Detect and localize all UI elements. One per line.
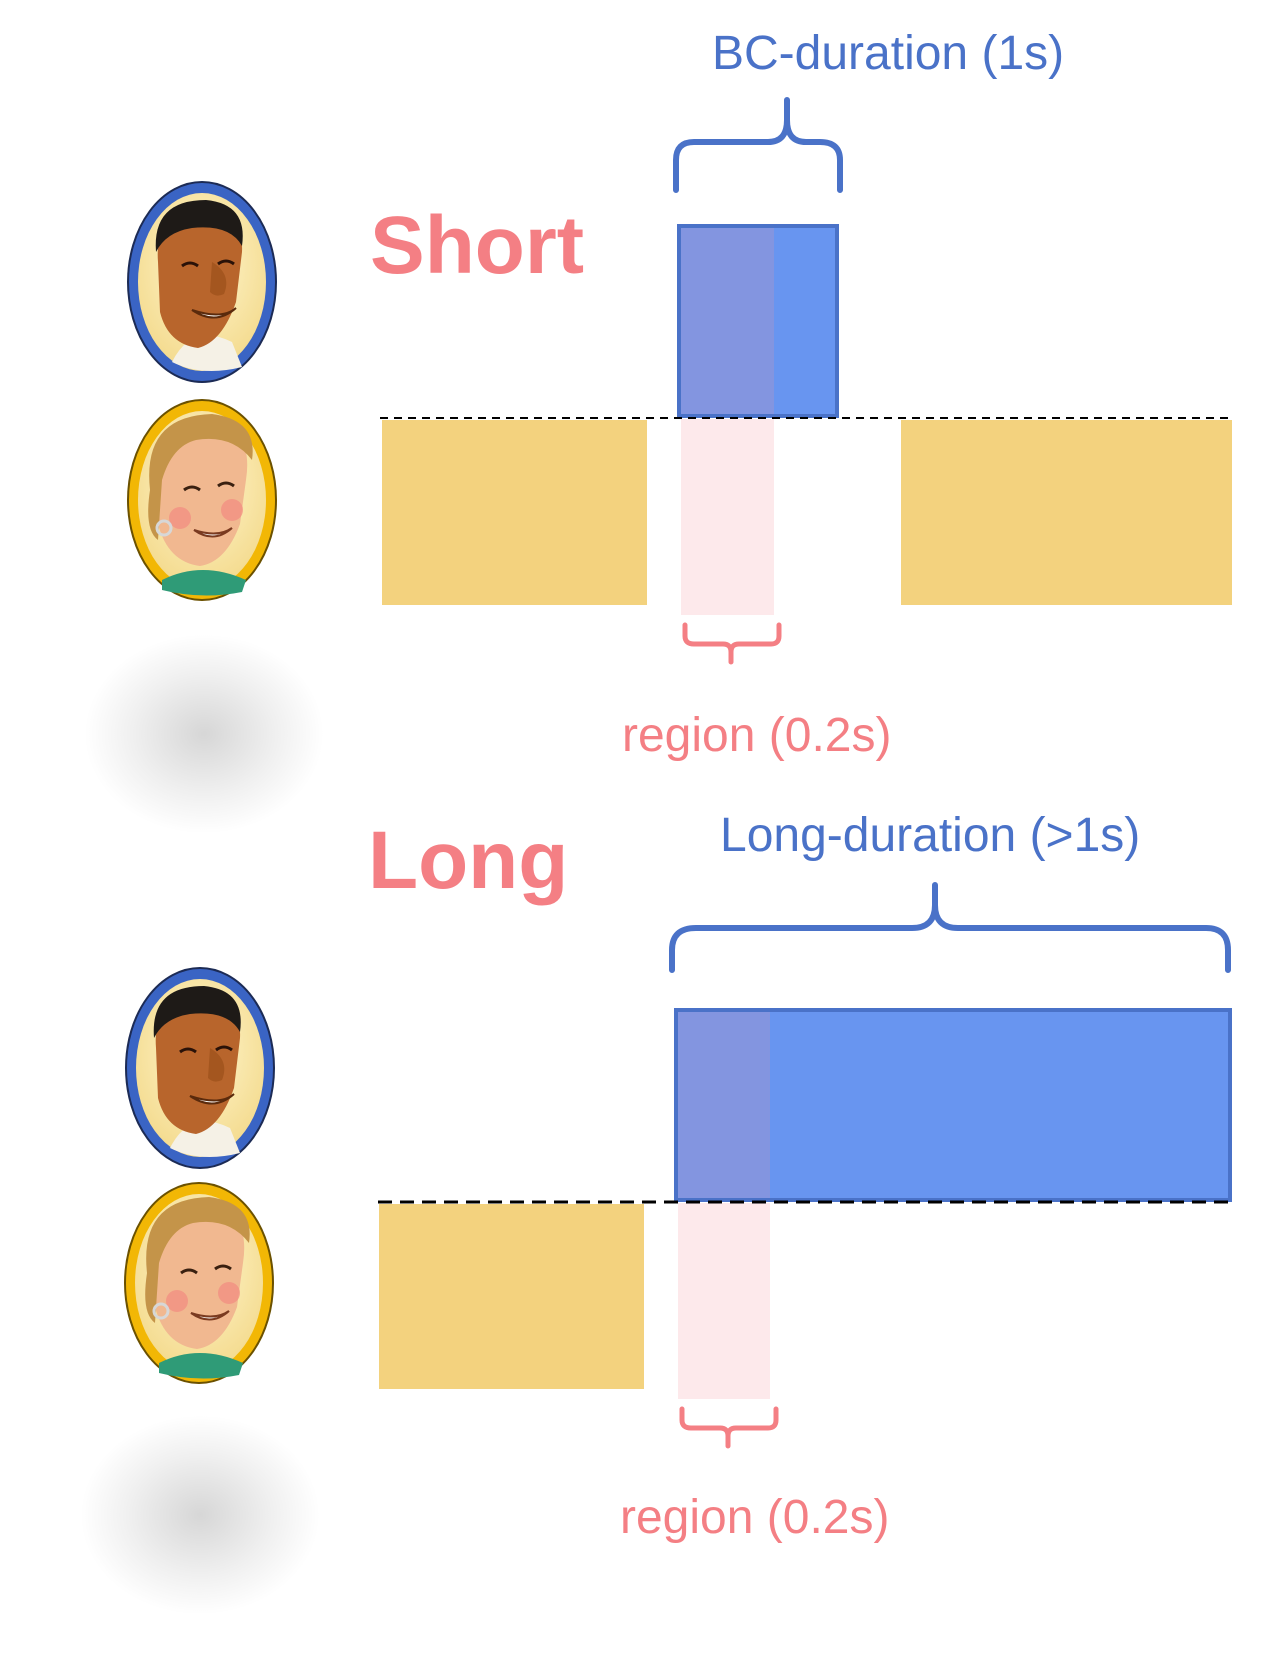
short-region-label: region (0.2s) xyxy=(622,709,892,762)
short-speech-after xyxy=(901,420,1232,605)
short-bc-brace xyxy=(673,97,843,193)
long-title: Long xyxy=(368,815,569,906)
long-bc-brace xyxy=(669,882,1231,973)
long-region-label: region (0.2s) xyxy=(620,1491,890,1544)
avatar-male xyxy=(125,967,275,1169)
avatar-female xyxy=(124,1182,274,1384)
avatar-male xyxy=(127,181,277,383)
short-speech-before xyxy=(382,420,647,605)
short-title: Short xyxy=(370,200,585,291)
short-region-band xyxy=(681,419,774,615)
long-region-band xyxy=(678,1203,770,1399)
long-bc-label: Long-duration (>1s) xyxy=(720,809,1141,862)
avatar-shadow xyxy=(84,634,324,834)
short-panel xyxy=(380,97,1232,665)
long-speech-before xyxy=(379,1204,644,1389)
long-bc-overlap xyxy=(678,1012,770,1198)
short-bc-label: BC-duration (1s) xyxy=(712,27,1065,80)
long-panel xyxy=(378,882,1232,1449)
avatar-female xyxy=(127,399,277,601)
short-region-brace xyxy=(682,622,782,665)
avatar-shadow xyxy=(80,1415,320,1615)
long-region-brace xyxy=(679,1406,779,1449)
short-bc-overlap xyxy=(681,228,774,414)
